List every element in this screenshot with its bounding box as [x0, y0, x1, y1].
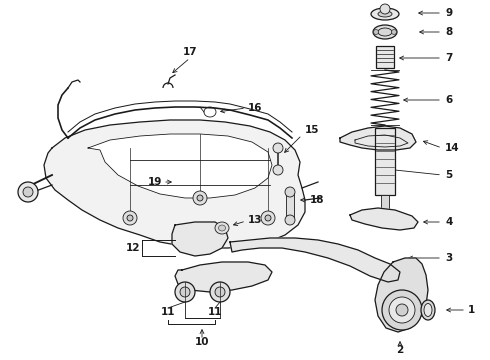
Circle shape [373, 30, 378, 35]
Circle shape [392, 30, 396, 35]
Text: 19: 19 [148, 177, 162, 187]
Circle shape [210, 282, 230, 302]
Text: 5: 5 [445, 170, 452, 180]
Bar [375, 128, 395, 195]
Polygon shape [44, 120, 305, 248]
Circle shape [285, 215, 295, 225]
Polygon shape [172, 222, 228, 256]
Circle shape [265, 215, 271, 221]
Bar [286, 192, 294, 220]
Text: 2: 2 [396, 345, 404, 355]
Text: 11: 11 [208, 307, 222, 317]
Circle shape [123, 211, 137, 225]
Text: 1: 1 [468, 305, 475, 315]
Ellipse shape [219, 225, 225, 231]
Circle shape [175, 282, 195, 302]
Bar [376, 46, 394, 68]
Text: 7: 7 [445, 53, 452, 63]
Circle shape [197, 195, 203, 201]
Circle shape [127, 215, 133, 221]
Circle shape [180, 287, 190, 297]
Circle shape [389, 297, 415, 323]
Text: 9: 9 [445, 8, 452, 18]
Text: 18: 18 [310, 195, 324, 205]
Polygon shape [230, 238, 400, 282]
Ellipse shape [371, 8, 399, 20]
Circle shape [261, 211, 275, 225]
Circle shape [273, 165, 283, 175]
Text: 15: 15 [305, 125, 319, 135]
Ellipse shape [378, 28, 392, 36]
Text: 8: 8 [445, 27, 452, 37]
Circle shape [193, 191, 207, 205]
Text: 10: 10 [195, 337, 209, 347]
Circle shape [23, 187, 33, 197]
Circle shape [273, 143, 283, 153]
Ellipse shape [421, 300, 435, 320]
Ellipse shape [424, 303, 432, 316]
Polygon shape [350, 208, 418, 230]
Circle shape [396, 304, 408, 316]
Circle shape [215, 287, 225, 297]
Ellipse shape [378, 11, 392, 17]
Text: 12: 12 [125, 243, 140, 253]
Text: 3: 3 [445, 253, 452, 263]
Bar [381, 195, 389, 225]
Circle shape [382, 290, 422, 330]
Text: 6: 6 [445, 95, 452, 105]
Ellipse shape [215, 222, 229, 234]
Text: 4: 4 [445, 217, 452, 227]
Text: 16: 16 [248, 103, 263, 113]
Polygon shape [175, 262, 272, 292]
Polygon shape [375, 258, 428, 332]
Circle shape [380, 4, 390, 14]
Polygon shape [340, 126, 416, 150]
Circle shape [285, 187, 295, 197]
Circle shape [18, 182, 38, 202]
Ellipse shape [373, 25, 397, 39]
Text: 14: 14 [445, 143, 460, 153]
Polygon shape [88, 134, 272, 198]
Text: 13: 13 [248, 215, 263, 225]
Text: 11: 11 [161, 307, 175, 317]
Text: 17: 17 [183, 47, 197, 57]
